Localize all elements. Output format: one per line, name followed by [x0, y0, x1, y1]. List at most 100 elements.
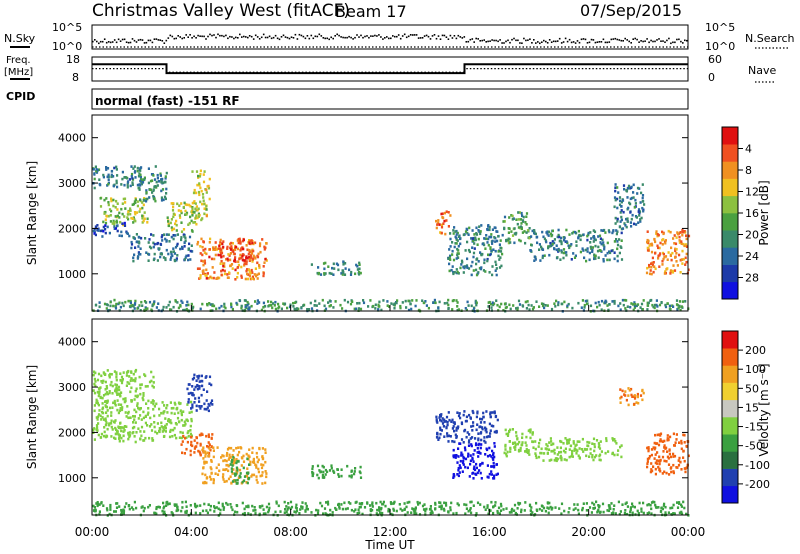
nsky-point: [320, 35, 323, 37]
heatmap-cell: [625, 398, 628, 402]
heatmap-cell: [97, 422, 100, 425]
heatmap-cell: [299, 508, 302, 511]
heatmap-cell: [616, 254, 619, 258]
heatmap-cell: [446, 301, 449, 305]
heatmap-cell: [683, 244, 686, 248]
heatmap-cell: [227, 464, 230, 468]
heatmap-cell: [240, 446, 243, 450]
heatmap-cell: [230, 505, 233, 509]
heatmap-cell: [165, 423, 168, 426]
heatmap-cell: [424, 510, 427, 513]
heatmap-cell: [682, 433, 685, 437]
heatmap-cell: [182, 228, 186, 231]
heatmap-cell: [615, 232, 618, 236]
heatmap-cell: [122, 426, 125, 430]
heatmap-cell: [359, 465, 362, 469]
heatmap-cell: [203, 207, 206, 210]
heatmap-cell: [471, 260, 474, 264]
heatmap-cell: [477, 432, 480, 435]
heatmap-cell: [472, 504, 475, 507]
heatmap-cell: [202, 196, 205, 199]
heatmap-cell: [448, 248, 451, 251]
heatmap-cell: [475, 466, 478, 470]
heatmap-cell: [571, 306, 574, 310]
heatmap-cell: [441, 212, 444, 215]
heatmap-cell: [658, 265, 661, 268]
heatmap-cell: [515, 431, 518, 434]
heatmap-cell: [311, 465, 314, 468]
heatmap-cell: [116, 208, 119, 211]
heatmap-cell: [340, 272, 343, 275]
heatmap-cell: [581, 437, 584, 441]
heatmap-cell: [95, 398, 98, 402]
heatmap-cell: [286, 306, 289, 310]
heatmap-cell: [194, 216, 197, 220]
heatmap-cell: [153, 252, 156, 256]
heatmap-cell: [392, 509, 395, 512]
heatmap-cell: [491, 449, 494, 453]
heatmap-cell: [416, 500, 419, 504]
heatmap-cell: [505, 452, 508, 456]
heatmap-cell: [191, 230, 194, 233]
heatmap-cell: [620, 209, 623, 212]
heatmap-cell: [181, 440, 184, 443]
heatmap-cell: [128, 507, 131, 511]
heatmap-cell: [473, 238, 476, 241]
nsky-point: [306, 35, 309, 37]
heatmap-cell: [503, 220, 506, 223]
heatmap-cell: [198, 385, 201, 388]
heatmap-cell: [455, 257, 458, 260]
heatmap-cell: [202, 446, 205, 449]
heatmap-cell: [658, 439, 662, 443]
heatmap-cell: [190, 302, 193, 306]
heatmap-cell: [138, 407, 141, 410]
heatmap-cell: [476, 447, 479, 450]
heatmap-cell: [322, 262, 326, 265]
heatmap-cell: [234, 248, 237, 251]
nsky-point: [105, 41, 108, 44]
heatmap-cell: [480, 252, 483, 256]
heatmap-cell: [155, 180, 158, 184]
heatmap-cell: [159, 252, 162, 256]
heatmap-cell: [356, 302, 359, 305]
heatmap-cell: [165, 406, 168, 410]
nsky-point: [433, 34, 436, 36]
heatmap-cell: [631, 196, 634, 200]
heatmap-cell: [301, 501, 304, 504]
heatmap-cell: [245, 260, 248, 263]
heatmap-cell: [399, 306, 402, 310]
heatmap-cell: [684, 243, 688, 246]
heatmap-cell: [475, 415, 478, 419]
heatmap-cell: [222, 506, 226, 509]
heatmap-cell: [194, 505, 197, 509]
heatmap-cell: [226, 247, 229, 250]
heatmap-cell: [270, 300, 273, 304]
heatmap-cell: [207, 435, 210, 439]
colorbar-tick-label: 15: [745, 401, 759, 414]
heatmap-cell: [392, 507, 395, 511]
heatmap-cell: [534, 454, 538, 457]
heatmap-cell: [581, 299, 584, 302]
heatmap-cell: [118, 392, 121, 396]
heatmap-cell: [448, 262, 451, 266]
heatmap-cell: [443, 219, 446, 223]
heatmap-cell: [153, 405, 156, 408]
heatmap-cell: [466, 231, 469, 235]
heatmap-cell: [549, 232, 552, 236]
heatmap-cell: [531, 229, 534, 233]
heatmap-cell: [293, 510, 296, 513]
heatmap-cell: [176, 506, 179, 509]
heatmap-cell: [480, 443, 483, 446]
heatmap-cell: [472, 251, 476, 255]
heatmap-cell: [253, 506, 256, 509]
heatmap-cell: [219, 253, 222, 257]
heatmap-cell: [618, 251, 621, 255]
heatmap-cell: [282, 302, 285, 305]
heatmap-cell: [189, 432, 192, 436]
heatmap-cell: [462, 271, 465, 274]
heatmap-cell: [93, 382, 96, 386]
heatmap-cell: [569, 444, 573, 448]
heatmap-cell: [557, 301, 560, 304]
heatmap-cell: [173, 412, 176, 415]
heatmap-cell: [516, 442, 519, 446]
